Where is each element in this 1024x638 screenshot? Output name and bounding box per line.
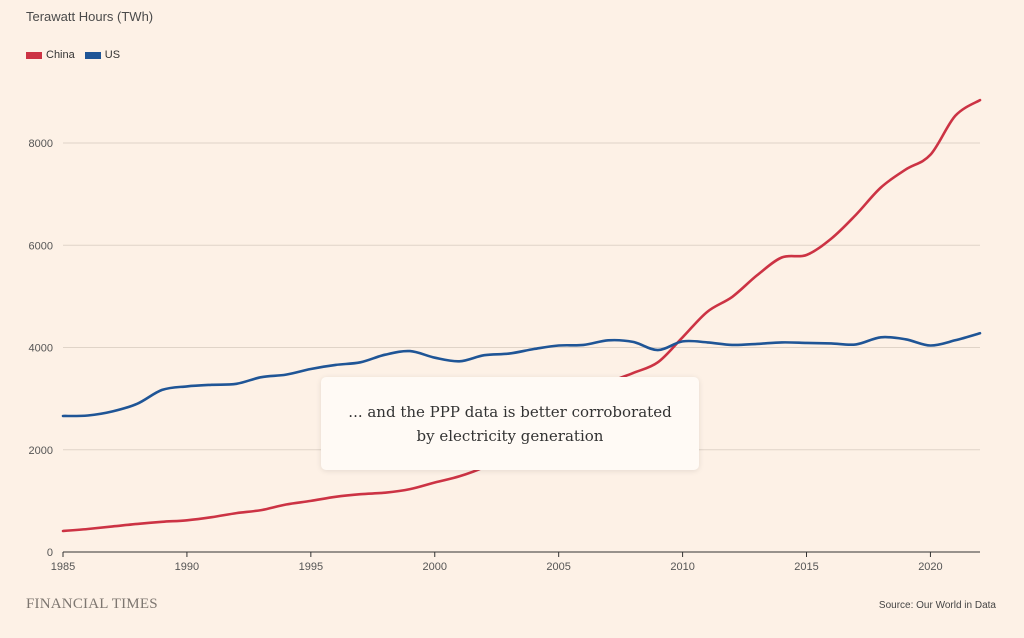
x-tick-label-2020: 2020 (918, 561, 942, 573)
brand-logo: FINANCIAL TIMES (26, 596, 158, 612)
x-tick-label-2005: 2005 (546, 561, 570, 573)
legend-item-china: China (26, 49, 75, 61)
x-tick-label-2000: 2000 (423, 561, 447, 573)
source-note: Source: Our World in Data (878, 600, 996, 611)
legend: China US (26, 49, 120, 61)
y-tick-label-4000: 4000 (29, 343, 53, 355)
legend-item-us: US (84, 49, 121, 61)
y-tick-label-8000: 8000 (29, 138, 53, 150)
y-tick-label-2000: 2000 (29, 445, 53, 457)
x-tick-label-1995: 1995 (299, 561, 323, 573)
y-tick-label-6000: 6000 (29, 240, 53, 252)
x-tick-label-2010: 2010 (670, 561, 694, 573)
legend-label-china: China (46, 49, 75, 61)
legend-label-us: US (104, 49, 121, 61)
legend-swatch-china (26, 51, 42, 59)
legend-swatch-us (84, 51, 101, 59)
x-tick-label-2015: 2015 (794, 561, 818, 573)
caption-box: ... and the PPP data is better corrobora… (321, 377, 699, 470)
x-tick-label-1985: 1985 (51, 561, 75, 573)
unit-label: Terawatt Hours (TWh) (26, 9, 154, 24)
caption-text: ... and the PPP data is better corrobora… (348, 402, 672, 445)
y-tick-label-0: 0 (47, 547, 53, 559)
x-tick-label-1990: 1990 (175, 561, 199, 573)
series-line-us (61, 331, 982, 418)
